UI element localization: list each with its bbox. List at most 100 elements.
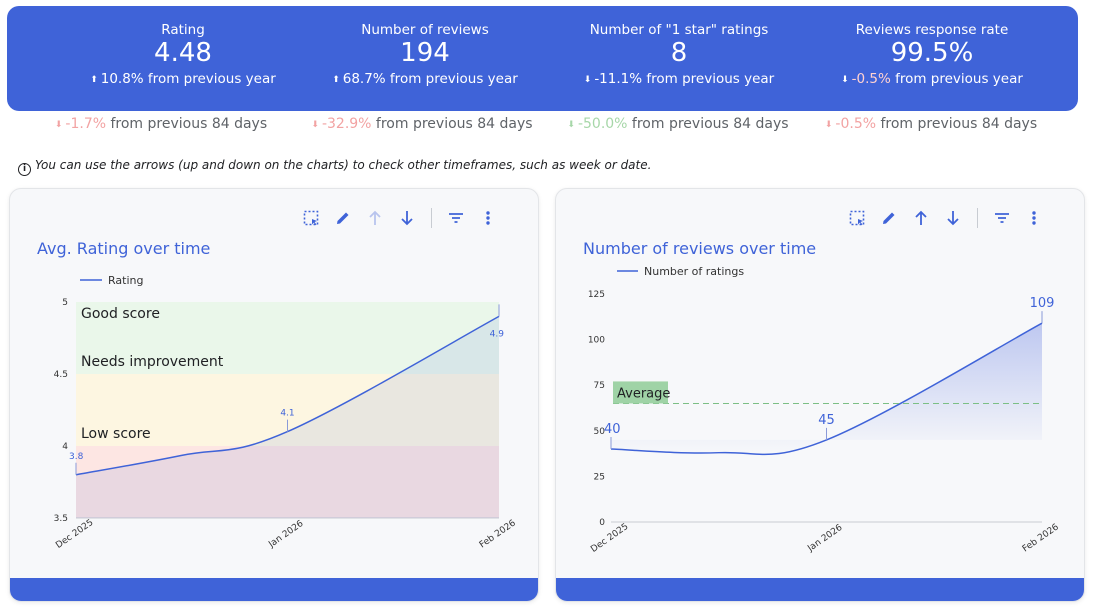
kpi-delta-pct: 10.8% [100,71,144,87]
data-label: 4.9 [490,329,505,339]
data-label: 4.1 [280,409,294,419]
sub-kpi-response-rate: ⬇ -0.5% from previous 84 days [811,116,1051,132]
chart-title: Avg. Rating over time [37,239,211,258]
x-tick-label: Dec 2025 [589,522,630,555]
y-tick-label: 100 [588,336,605,346]
sub-kpi-suffix: from previous 84 days [876,116,1038,132]
y-tick-label: 125 [588,290,605,300]
legend-label: Rating [108,274,143,287]
pencil-icon[interactable] [327,207,359,229]
arrow-down-icon[interactable] [937,207,969,229]
sub-kpi-rating: ⬇ -1.7% from previous 84 days [41,116,281,132]
reviews-chart: Number of ratings 0 25 50 75 100 125 Dec 2025 Ja… [588,265,1061,555]
score-band [76,446,499,518]
kpi-delta-suffix: from previous year [143,71,276,87]
y-tick-label: 25 [594,472,605,482]
down-arrow-icon: ⬇ [841,75,849,85]
band-label: Good score [81,306,160,322]
x-tick-label: Feb 2026 [1021,522,1061,554]
toolbar-divider [977,208,978,228]
kpi-delta-suffix: from previous year [385,71,518,87]
average-label-box [613,381,668,404]
info-text: You can use the arrows (up and down on t… [35,158,652,172]
sub-kpi-reviews: ⬇ -32.9% from previous 84 days [302,116,542,132]
more-vert-icon[interactable] [1018,207,1050,229]
card-footer-bar [556,578,1084,601]
kpi-label: Number of "1 star" ratings [589,22,769,38]
series-area [611,323,1042,455]
kpi-delta: ⬇ -11.1% from previous year [569,71,789,87]
x-tick-label: Feb 2026 [478,518,518,550]
chart-title: Number of reviews over time [583,239,817,258]
sub-kpi-suffix: from previous 84 days [627,116,789,132]
sub-kpi-suffix: from previous 84 days [106,116,268,132]
rating-chart: Rating Good score Needs improvement Low sco… [54,274,518,551]
kpi-banner: Rating 4.48 ⬆ 10.8% from previous year Nu… [7,6,1078,111]
kpi-value: 194 [400,38,450,68]
sub-kpi-pct: -0.5% [835,116,877,132]
chart-toolbar [841,207,1050,229]
select-area-icon[interactable] [295,207,327,229]
data-label: 40 [604,422,621,437]
kpi-delta-suffix: from previous year [642,71,775,87]
x-tick-label: Jan 2026 [805,523,844,555]
kpi-label: Reviews response rate [855,22,1009,38]
x-tick-label: Jan 2026 [266,519,305,551]
kpi-delta-pct: 68.7% [342,71,386,87]
kpi-delta-pct: -0.5% [851,71,891,87]
data-label: 45 [818,413,835,428]
down-arrow-icon: ⬇ [311,120,319,130]
sub-kpi-suffix: from previous 84 days [371,116,533,132]
sub-kpi-pct: -32.9% [321,116,372,132]
series-line [610,322,1043,456]
down-arrow-icon: ⬇ [567,120,575,130]
y-tick-label: 75 [594,381,605,391]
data-label: 109 [1030,296,1055,311]
kpi-delta: ⬆ 68.7% from previous year [315,71,535,87]
pencil-icon[interactable] [873,207,905,229]
sub-kpi-pct: -50.0% [577,116,628,132]
kpi-label: Number of reviews [361,22,489,38]
up-arrow-icon: ⬆ [90,75,98,85]
band-label: Needs improvement [81,354,224,370]
filter-icon[interactable] [986,207,1018,229]
data-label: 3.8 [69,452,84,462]
kpi-label: Rating [161,22,205,38]
y-tick-label: 5 [62,298,68,308]
kpi-value: 99.5% [890,38,974,68]
rating-chart-card: Avg. Rating over time Rating Good score Ne… [9,188,539,602]
down-arrow-icon: ⬇ [583,75,592,85]
card-footer-bar [10,578,538,601]
toolbar-divider [431,208,432,228]
y-tick-label: 4 [62,442,68,452]
band-label: Low score [81,426,151,442]
kpi-delta-pct: -11.1% [594,71,643,87]
y-tick-label: 0 [599,518,605,528]
select-area-icon[interactable] [841,207,873,229]
arrow-up-icon[interactable] [905,207,937,229]
up-arrow-icon: ⬆ [332,75,340,85]
legend-label: Number of ratings [644,265,744,278]
more-vert-icon[interactable] [472,207,504,229]
sub-kpi-pct: -1.7% [65,116,107,132]
kpi-value: 8 [670,38,688,68]
average-label: Average [617,386,670,401]
sub-kpi-one-star: ⬇ -50.0% from previous 84 days [558,116,798,132]
kpi-delta: ⬇ -0.5% from previous year [822,71,1042,87]
arrow-down-icon[interactable] [391,207,423,229]
arrow-up-icon[interactable] [359,207,391,229]
info-note: i You can use the arrows (up and down on … [18,158,651,176]
kpi-value: 4.48 [154,38,212,68]
down-arrow-icon: ⬇ [824,120,833,130]
series-line [75,315,500,476]
filter-icon[interactable] [440,207,472,229]
down-arrow-icon: ⬇ [54,120,63,130]
chart-toolbar [295,207,504,229]
y-tick-label: 3.5 [54,514,68,524]
score-band [76,302,499,374]
y-tick-label: 50 [594,427,606,437]
reviews-chart-card: Number of reviews over time Number of ra… [555,188,1085,602]
y-tick-label: 4.5 [54,370,68,380]
series-area [76,316,499,518]
